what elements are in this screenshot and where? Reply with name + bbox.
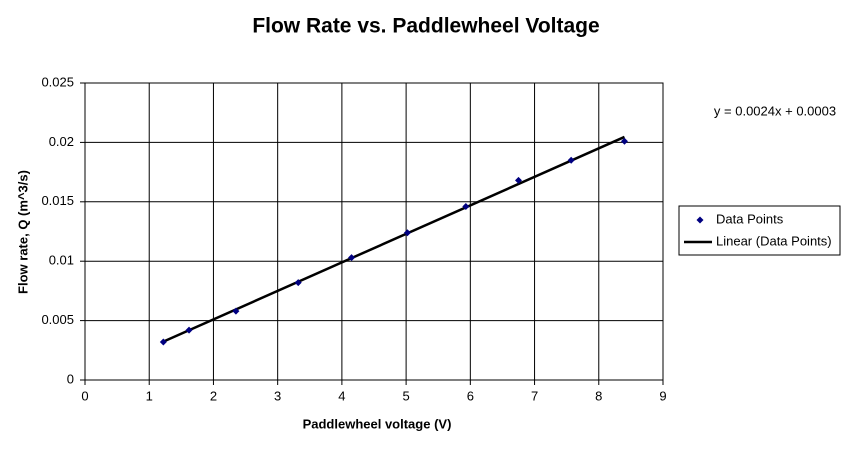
legend-marker bbox=[696, 216, 704, 224]
x-tick-label: 5 bbox=[402, 388, 409, 403]
x-axis-label: Paddlewheel voltage (V) bbox=[303, 416, 452, 431]
x-tick-label: 1 bbox=[146, 388, 153, 403]
trendline-equation: y = 0.0024x + 0.0003 bbox=[714, 103, 836, 118]
y-tick-label: 0.01 bbox=[49, 253, 74, 268]
data-point bbox=[185, 326, 193, 334]
x-tick-label: 6 bbox=[467, 388, 474, 403]
x-tick-label: 9 bbox=[659, 388, 666, 403]
data-point bbox=[348, 254, 356, 262]
chart-title: Flow Rate vs. Paddlewheel Voltage bbox=[252, 15, 599, 38]
legend-label: Linear (Data Points) bbox=[716, 233, 832, 248]
x-tick-label: 2 bbox=[210, 388, 217, 403]
data-point bbox=[294, 279, 302, 287]
x-tick-label: 0 bbox=[81, 388, 88, 403]
y-tick-label: 0.025 bbox=[41, 74, 74, 89]
data-point bbox=[403, 229, 411, 237]
plot-area bbox=[84, 82, 664, 381]
x-tick-label: 7 bbox=[531, 388, 538, 403]
y-axis-label: Flow rate, Q (m^3/s) bbox=[15, 170, 30, 294]
data-point bbox=[232, 307, 240, 315]
y-tick-label: 0.02 bbox=[49, 134, 74, 149]
data-point bbox=[159, 338, 167, 346]
x-tick-label: 8 bbox=[595, 388, 602, 403]
legend-label: Data Points bbox=[716, 211, 784, 226]
data-point bbox=[462, 203, 470, 211]
x-tick-label: 3 bbox=[274, 388, 281, 403]
x-tick-label: 4 bbox=[338, 388, 345, 403]
y-tick-label: 0 bbox=[67, 371, 74, 386]
legend-box bbox=[678, 205, 841, 256]
y-tick-label: 0.015 bbox=[41, 193, 74, 208]
data-point bbox=[515, 176, 522, 184]
data-point bbox=[620, 137, 628, 145]
y-tick-label: 0.005 bbox=[41, 312, 74, 327]
data-point bbox=[567, 156, 575, 164]
trendline bbox=[162, 135, 625, 343]
